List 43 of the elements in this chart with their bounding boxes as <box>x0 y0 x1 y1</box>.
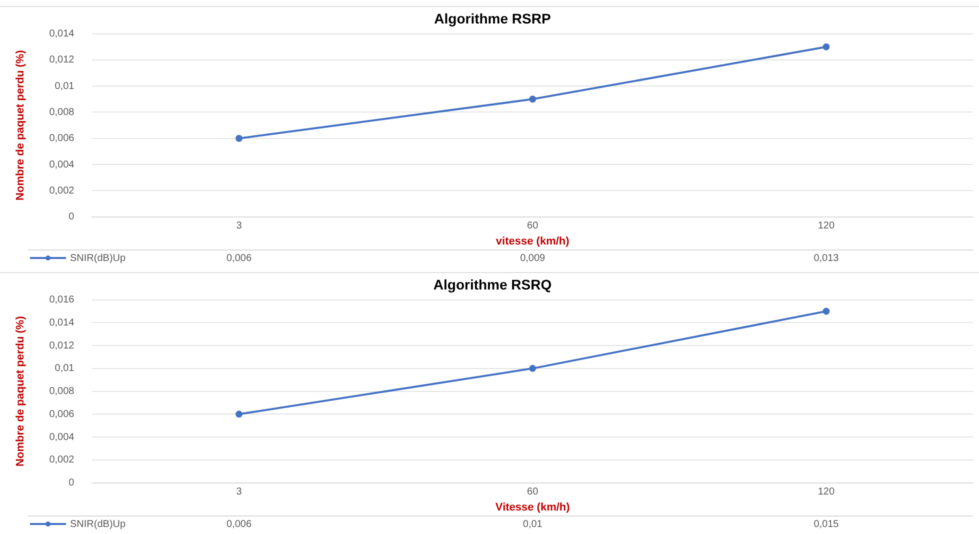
y-tick-label: 0,006 <box>49 408 75 420</box>
y-tick-label: 0,004 <box>49 432 75 443</box>
data-label: 0,013 <box>814 252 840 264</box>
legend-label: SNIR(dB)Up <box>70 518 126 530</box>
y-tick-label: 0,008 <box>49 106 75 118</box>
chart-title: Algorithme RSRP <box>434 10 551 26</box>
x-tick-label: 120 <box>818 486 835 498</box>
data-label: 0,009 <box>520 252 546 264</box>
y-tick-label: 0,006 <box>49 133 75 144</box>
y-axis-title: Nombre de paquet perdu (%) <box>14 50 27 200</box>
data-label: 0,015 <box>814 518 840 530</box>
y-tick-label: 0,004 <box>49 159 75 170</box>
point <box>822 308 830 315</box>
x-tick-label: 3 <box>236 220 242 232</box>
data-label: 0,006 <box>226 518 252 530</box>
y-tick-label: 0,002 <box>49 185 75 196</box>
x-axis-title: Vitesse (km/h) <box>495 501 570 514</box>
point <box>529 364 536 372</box>
legend-label: SNIR(dB)Up <box>70 252 126 264</box>
y-tick-label: 0,014 <box>49 317 75 328</box>
x-axis-title: vitesse (km/h) <box>496 235 570 248</box>
point <box>529 96 536 103</box>
x-tick-label: 60 <box>527 486 539 498</box>
y-tick-label: 0,012 <box>49 54 75 66</box>
x-tick-label: 120 <box>818 220 835 232</box>
y-tick-label: 0,002 <box>49 454 75 466</box>
y-tick-label: 0 <box>68 212 75 223</box>
point <box>236 134 243 142</box>
y-tick-label: 0,01 <box>54 80 75 92</box>
chart-title: Algorithme RSRQ <box>433 276 552 292</box>
y-tick-label: 0 <box>68 478 75 489</box>
point <box>236 410 243 418</box>
x-tick-label: 60 <box>527 220 539 232</box>
x-tick-label: 3 <box>236 486 242 498</box>
y-axis-title: Nombre de paquet perdu (%) <box>14 316 27 466</box>
y-tick-label: 0,016 <box>49 294 75 306</box>
y-tick-label: 0,01 <box>54 363 75 374</box>
y-tick-label: 0,014 <box>49 28 75 40</box>
data-label: 0,01 <box>522 518 543 530</box>
data-label: 0,006 <box>226 252 252 264</box>
point <box>822 43 830 50</box>
y-tick-label: 0,008 <box>49 386 75 398</box>
y-tick-label: 0,012 <box>49 340 75 352</box>
